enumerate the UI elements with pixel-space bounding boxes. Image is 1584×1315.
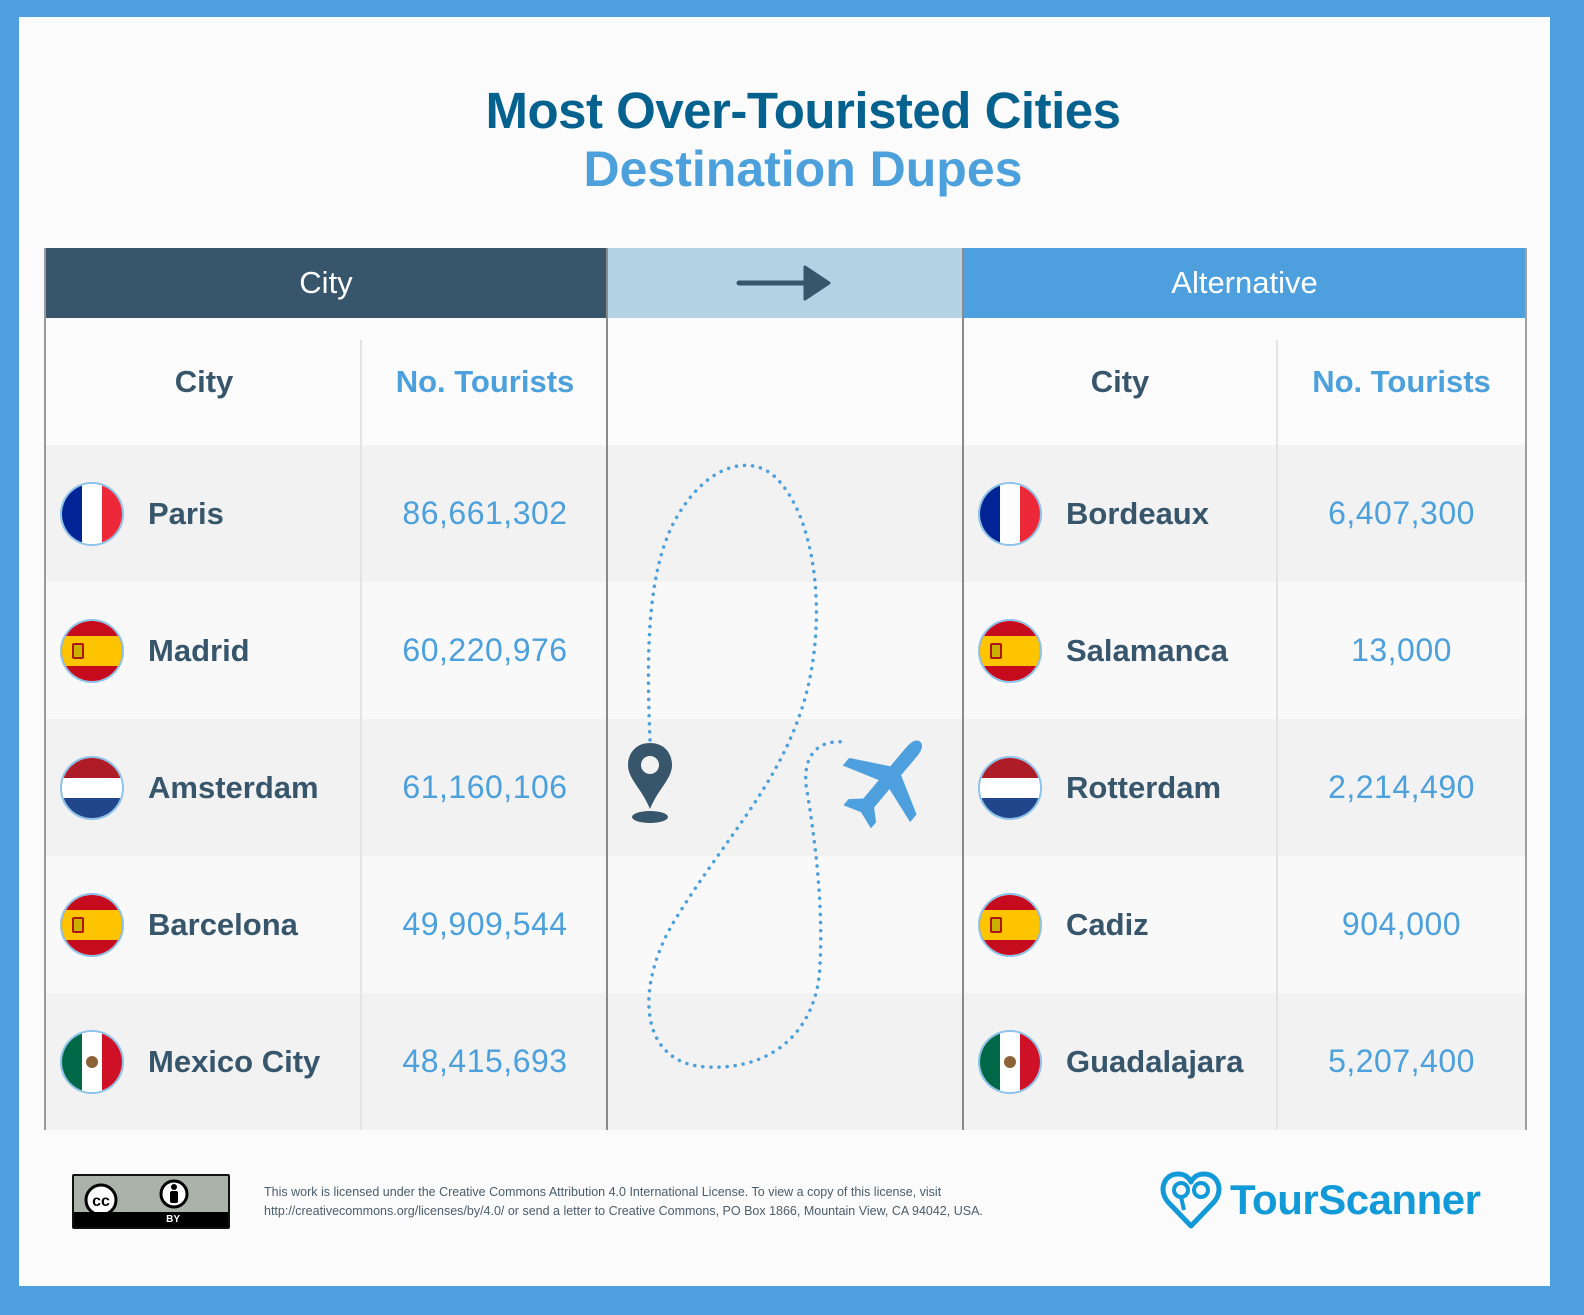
alt-city-name: Bordeaux (1066, 495, 1209, 531)
svg-text:cc: cc (92, 1193, 110, 1210)
france-flag-icon (978, 481, 1042, 546)
city-cell: Rotterdam (978, 719, 1221, 856)
city-cell: Amsterdam (60, 719, 319, 856)
page-subtitle: Destination Dupes (583, 141, 1023, 197)
tourist-count: 49,909,544 (402, 906, 568, 942)
dotted-route (646, 463, 846, 1069)
license-text: This work is licensed under the Creative… (264, 1183, 1144, 1221)
license-line-1: This work is licensed under the Creative… (264, 1185, 942, 1199)
alt-tourist-count: 2,214,490 (1328, 769, 1475, 805)
alt-tourist-count: 904,000 (1341, 906, 1462, 942)
middle-row (608, 993, 962, 1130)
alt-city-name: Cadiz (1066, 906, 1149, 942)
city-cell: Mexico City (60, 993, 320, 1130)
spain-flag-icon (60, 892, 124, 957)
tourist-count: 86,661,302 (402, 495, 568, 531)
table-row: Barcelona 49,909,544 (46, 856, 606, 993)
city-cell: Guadalajara (978, 993, 1243, 1130)
heart-pin-logo-icon (1160, 1171, 1222, 1229)
column-header-city: City (174, 363, 234, 399)
section-arrow (606, 248, 962, 1130)
tourist-count: 61,160,106 (402, 769, 568, 805)
column-header-tourists: No. Tourists (1312, 363, 1491, 399)
spain-flag-icon (60, 618, 124, 683)
alt-tourist-count: 6,407,300 (1328, 495, 1475, 531)
middle-row (608, 445, 962, 582)
tourist-count: 48,415,693 (402, 1043, 568, 1079)
alt-city-name: Guadalajara (1066, 1043, 1244, 1079)
brand-name: TourScanner (1230, 1176, 1481, 1223)
table-row: Mexico City 48,415,693 (46, 993, 606, 1130)
alt-tourist-count: 13,000 (1351, 632, 1452, 668)
section-header-alternative: Alternative (964, 248, 1525, 318)
alt-city-name: Rotterdam (1066, 769, 1222, 805)
alt-city-name: Salamanca (1066, 632, 1228, 668)
column-divider (360, 340, 362, 1130)
license-line-2[interactable]: http://creativecommons.org/licenses/by/4… (264, 1204, 983, 1218)
netherlands-flag-icon (60, 755, 124, 820)
page-title: Most Over-Touristed Cities (485, 82, 1121, 139)
city-name: Mexico City (148, 1043, 321, 1079)
table-row: Madrid 60,220,976 (46, 582, 606, 719)
middle-row (608, 856, 962, 993)
column-header-row: City No. Tourists (46, 318, 606, 445)
table-row: Paris 86,661,302 (46, 445, 606, 582)
creative-commons-badge[interactable]: cc BY (72, 1174, 230, 1229)
column-header-row: City No. Tourists (964, 318, 1525, 445)
city-cell: Madrid (60, 582, 250, 719)
section-header-city: City (46, 248, 606, 318)
city-name: Amsterdam (148, 769, 319, 805)
comparison-table: City City No. Tourists Paris 86,661,302 … (44, 248, 1527, 1130)
city-cell: Bordeaux (978, 445, 1209, 582)
mexico-flag-icon (60, 1029, 124, 1094)
cc-band (74, 1212, 228, 1227)
map-pin-icon (628, 743, 672, 823)
table-row: Bordeaux 6,407,300 (964, 445, 1525, 582)
arrow-right-icon (736, 265, 831, 301)
table-row: Guadalajara 5,207,400 (964, 993, 1525, 1130)
city-name: Barcelona (148, 906, 298, 942)
table-row: Amsterdam 61,160,106 (46, 719, 606, 856)
netherlands-flag-icon (978, 755, 1042, 820)
cc-by-label: BY (166, 1214, 180, 1225)
mexico-flag-icon (978, 1029, 1042, 1094)
tourist-count: 60,220,976 (402, 632, 568, 668)
cc-by-icon: cc (84, 1179, 189, 1216)
city-cell: Salamanca (978, 582, 1228, 719)
middle-row (608, 582, 962, 719)
spain-flag-icon (978, 618, 1042, 683)
section-alternative: Alternative City No. Tourists Bordeaux 6… (962, 248, 1527, 1130)
city-cell: Barcelona (60, 856, 298, 993)
table-row: Rotterdam 2,214,490 (964, 719, 1525, 856)
column-header-tourists: No. Tourists (395, 363, 575, 399)
table-row: Salamanca 13,000 (964, 582, 1525, 719)
city-cell: Cadiz (978, 856, 1149, 993)
column-header-city: City (1090, 363, 1150, 399)
alt-tourist-count: 5,207,400 (1328, 1043, 1475, 1079)
spain-flag-icon (978, 892, 1042, 957)
column-divider (1276, 340, 1278, 1130)
table-row: Cadiz 904,000 (964, 856, 1525, 993)
airplane-icon (842, 740, 923, 829)
tourscanner-logo[interactable]: TourScanner (1160, 1170, 1481, 1230)
middle-subheader (608, 318, 962, 445)
france-flag-icon (60, 481, 124, 546)
city-name: Madrid (148, 632, 250, 668)
section-header-arrow (608, 248, 962, 318)
section-city: City City No. Tourists Paris 86,661,302 … (44, 248, 606, 1130)
city-cell: Paris (60, 445, 224, 582)
dotted-route-illustration (628, 463, 923, 1069)
city-name: Paris (148, 495, 224, 531)
